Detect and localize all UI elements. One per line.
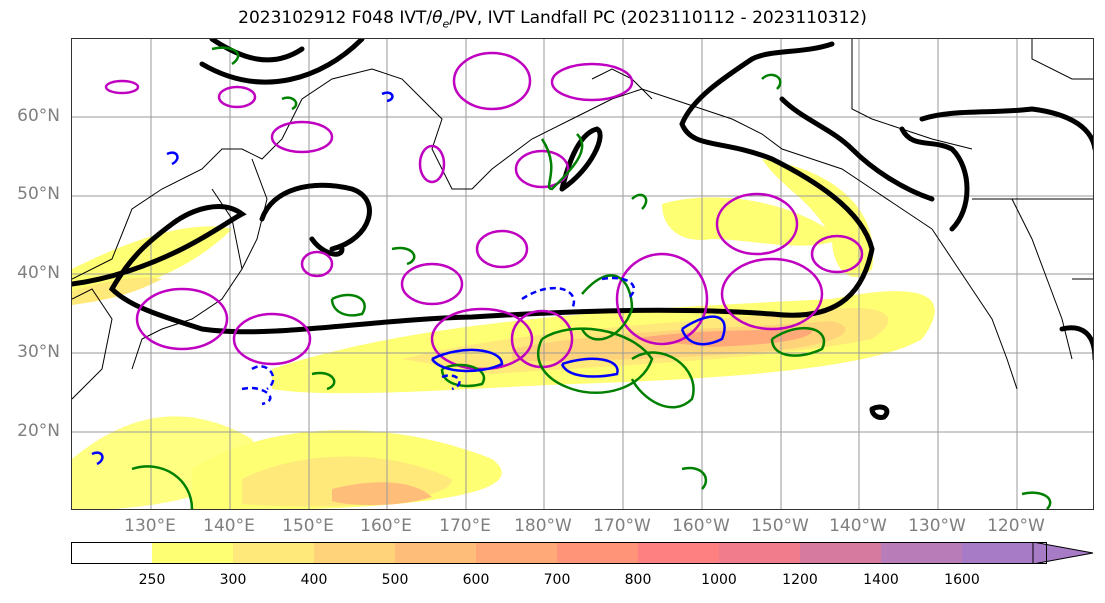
lat-label-20n: 20°N [17, 421, 60, 441]
lon-label-150w: 150°W [751, 516, 809, 536]
colorbar-tick-label: 250 [138, 572, 166, 588]
lat-label-40n: 40°N [17, 263, 60, 283]
lon-label-160e: 160°E [360, 516, 412, 536]
colorbar-tick-label: 1200 [782, 572, 818, 588]
lon-label-120w: 120°W [987, 516, 1045, 536]
colorbar-cell [314, 542, 395, 564]
colorbar-cell [881, 542, 962, 564]
ivt-shading [72, 159, 935, 509]
lon-label-170e: 170°E [439, 516, 491, 536]
pv-positive-contours [131, 46, 1052, 509]
lon-label-150e: 150°E [282, 516, 334, 536]
colorbar-tick-label: 500 [381, 572, 409, 588]
map-canvas [72, 39, 1093, 509]
lon-label-160w: 160°W [672, 516, 730, 536]
lat-label-30n: 30°N [17, 342, 60, 362]
pv-negative-contours [91, 91, 726, 466]
colorbar-cell [962, 542, 1043, 564]
colorbar-cell [638, 542, 719, 564]
lon-label-130w: 130°W [908, 516, 966, 536]
colorbar-tick-label: 1400 [863, 572, 899, 588]
colorbar-cell [71, 542, 152, 564]
colorbar-tick-label: 700 [543, 572, 571, 588]
lon-label-180w: 180°W [514, 516, 572, 536]
colorbar-extend-arrow [1032, 542, 1094, 564]
colorbar-cell [557, 542, 638, 564]
colorbar-cell [719, 542, 800, 564]
graticule [72, 39, 1093, 509]
colorbar-cell [152, 542, 233, 564]
colorbar-tick-label: 800 [624, 572, 652, 588]
colorbar-tick-label: 400 [300, 572, 328, 588]
ivt-colorbar [71, 542, 1094, 564]
map-title: 2023102912 F048 IVT/θe/PV, IVT Landfall … [238, 8, 867, 31]
lon-label-130e: 130°E [124, 516, 176, 536]
colorbar-tick-label: 300 [219, 572, 247, 588]
lon-label-170w: 170°W [593, 516, 651, 536]
lat-label-50n: 50°N [17, 184, 60, 204]
colorbar-cell [476, 542, 557, 564]
lon-label-140e: 140°E [203, 516, 255, 536]
lon-label-140w: 140°W [829, 516, 887, 536]
lat-label-60n: 60°N [17, 106, 60, 126]
colorbar-tick-label: 600 [462, 572, 490, 588]
colorbar-cell [233, 542, 314, 564]
colorbar-tick-label: 1000 [701, 572, 737, 588]
colorbar-tick-label: 1600 [944, 572, 980, 588]
colorbar-cell [395, 542, 476, 564]
map-panel [71, 38, 1094, 510]
colorbar-cell [800, 542, 881, 564]
